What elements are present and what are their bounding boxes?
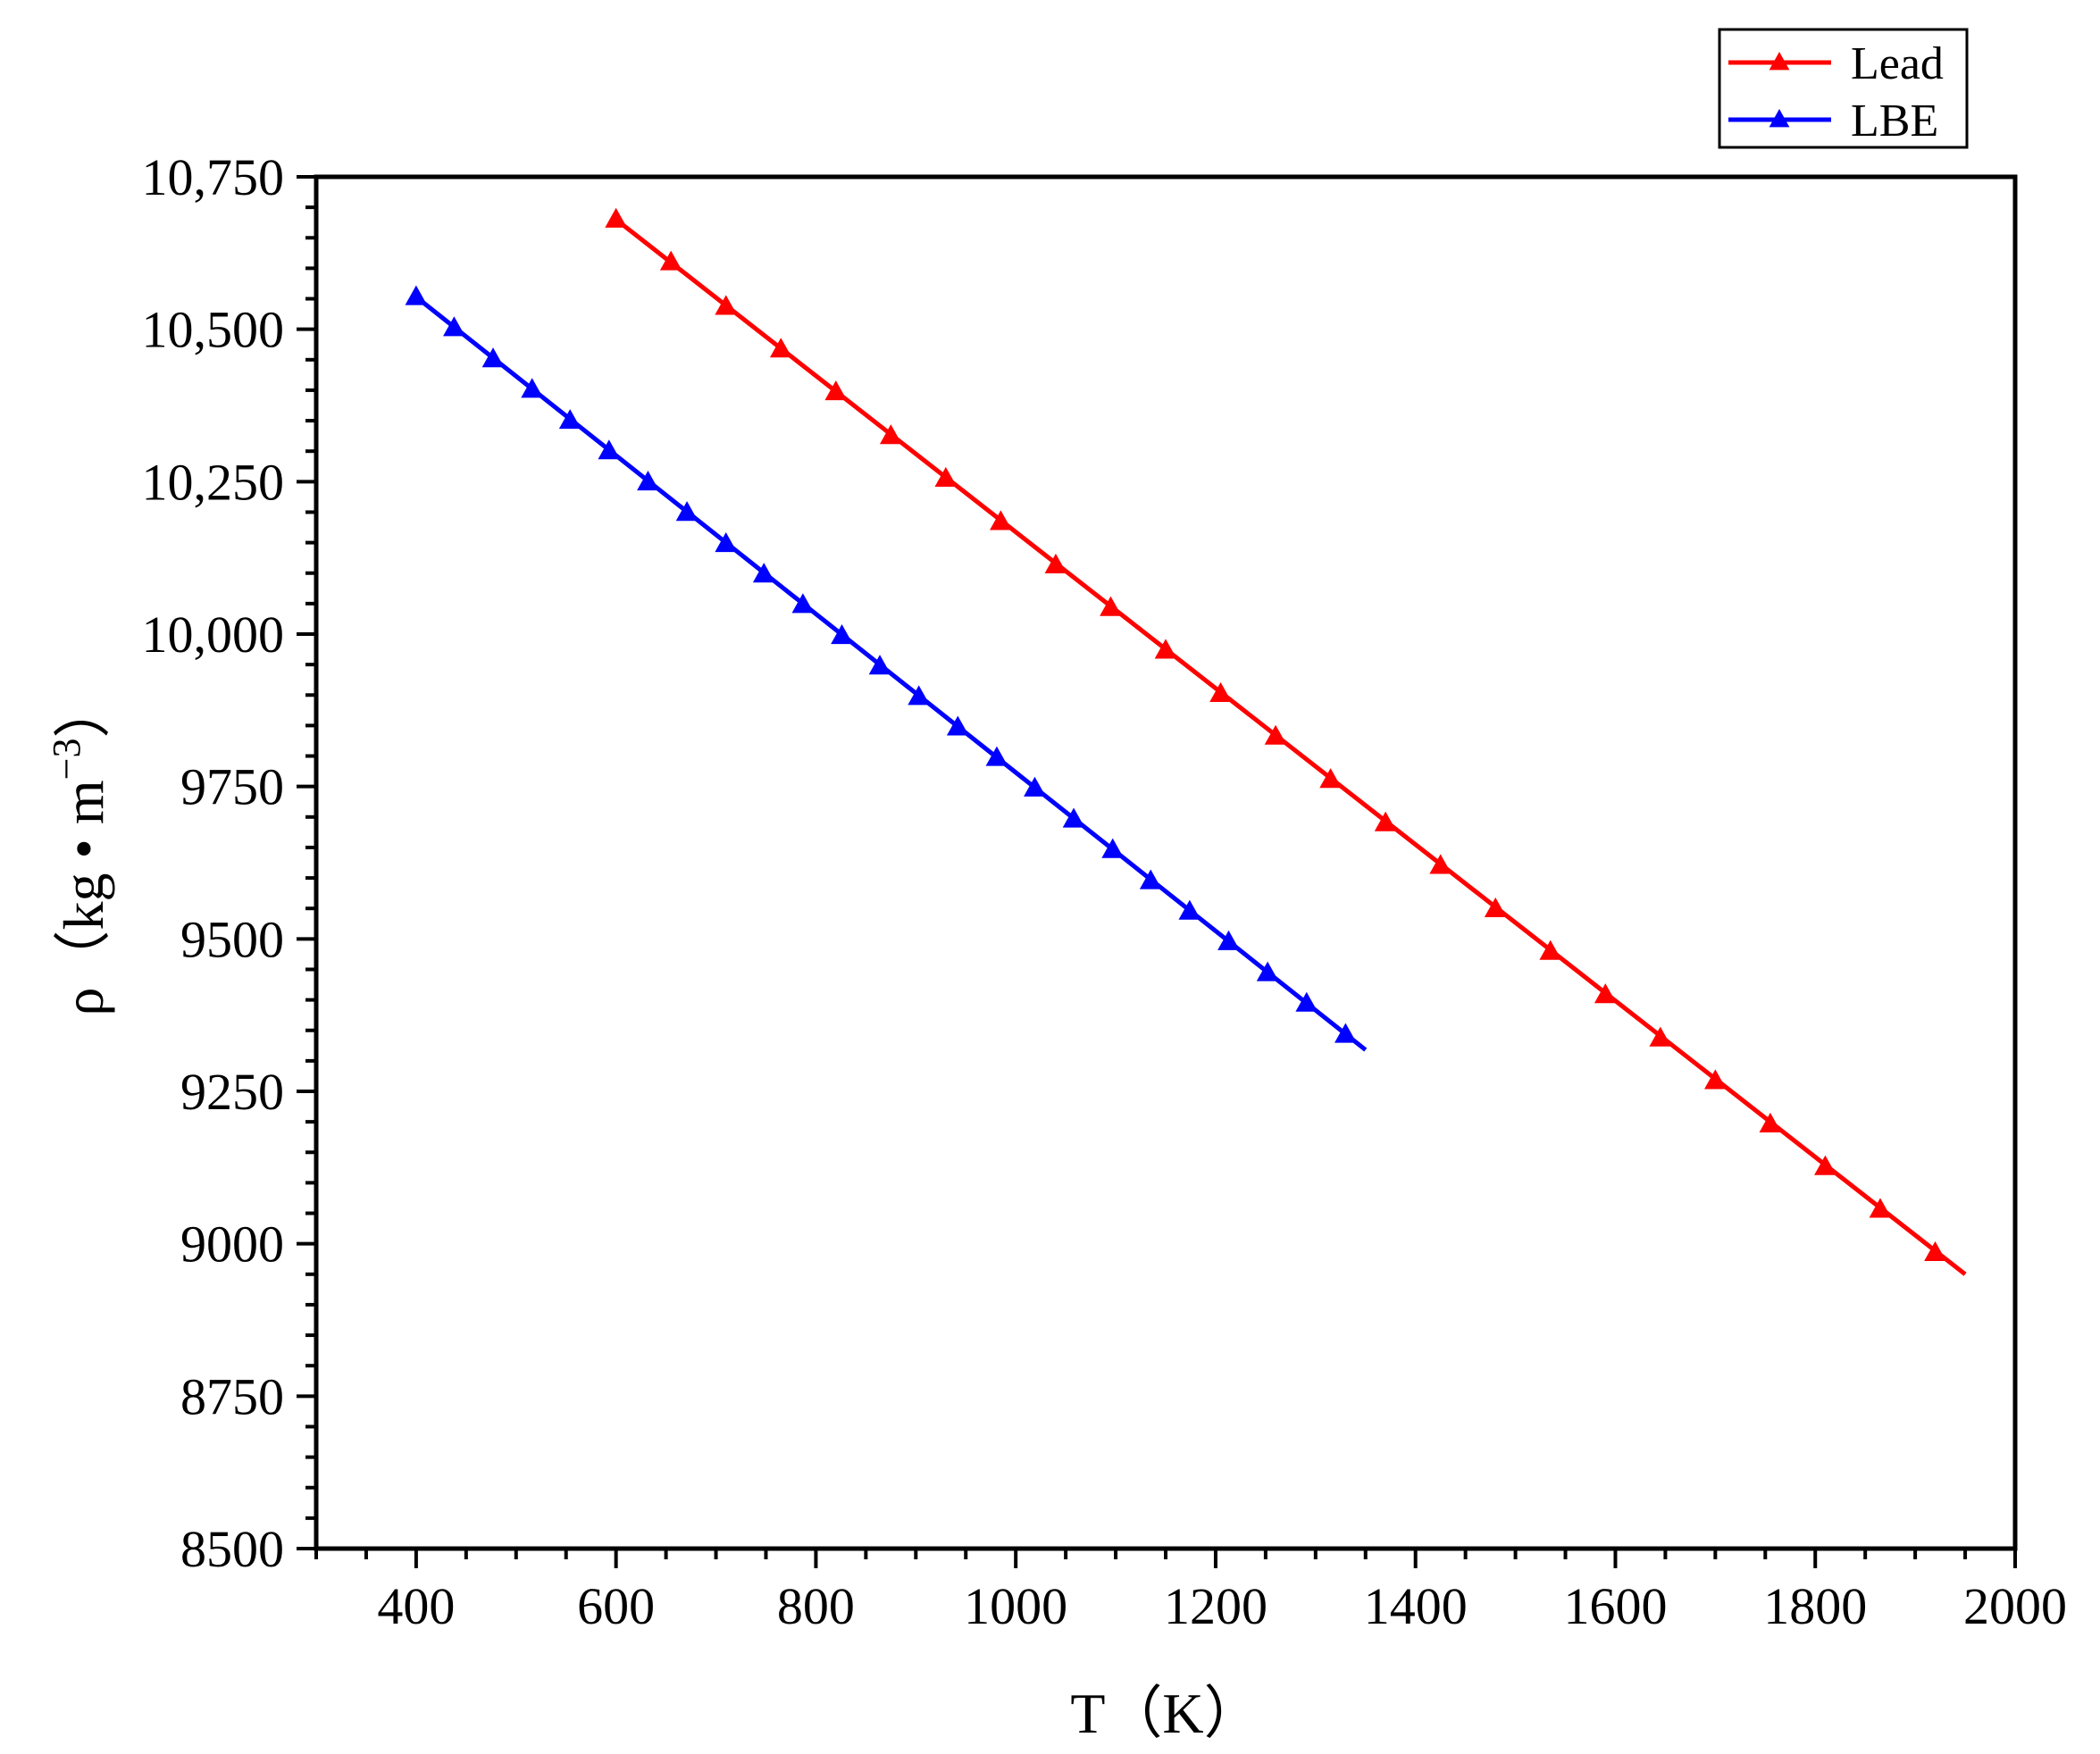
marker-lead-2 [659, 250, 682, 271]
x-tick-label: 800 [777, 1577, 855, 1635]
marker-lbe-11 [791, 593, 815, 614]
marker-lbe-7 [637, 471, 659, 491]
x-axis-title: T（K） [1070, 1682, 1260, 1745]
marker-lbe-25 [1334, 1023, 1357, 1043]
y-tick-label: 8750 [180, 1367, 284, 1425]
marker-lead-21 [1704, 1069, 1727, 1090]
x-tick-label: 400 [377, 1577, 455, 1635]
marker-lbe-1 [405, 285, 428, 305]
y-tick-label: 9500 [180, 910, 284, 968]
y-tick-label: 9000 [180, 1215, 284, 1274]
plot-layer [405, 207, 1967, 1276]
marker-lbe-4 [521, 378, 544, 398]
marker-lbe-10 [752, 563, 775, 583]
marker-lead-8 [990, 510, 1012, 530]
marker-lbe-5 [558, 409, 581, 430]
marker-lbe-20 [1139, 869, 1162, 890]
marker-lead-18 [1539, 940, 1562, 960]
x-tick-label: 1800 [1763, 1577, 1867, 1635]
marker-lbe-14 [908, 685, 931, 706]
legend-label-lbe: LBE [1851, 96, 1938, 146]
series-line-lead [615, 217, 1967, 1276]
marker-lbe-19 [1101, 838, 1125, 858]
series-line-lbe [414, 295, 1368, 1052]
marker-lead-7 [934, 466, 958, 488]
marker-lbe-17 [1024, 776, 1046, 797]
marker-lead-6 [879, 424, 902, 445]
legend-box [1718, 28, 1969, 149]
marker-lead-15 [1374, 811, 1397, 831]
x-tick-label: 1400 [1364, 1577, 1468, 1635]
marker-lbe-13 [868, 655, 891, 675]
marker-lead-23 [1814, 1155, 1836, 1175]
series-lead [605, 207, 1967, 1276]
y-tick-label: 10,500 [142, 301, 285, 359]
x-tick-label: 1600 [1563, 1577, 1667, 1635]
x-tick-label: 1200 [1164, 1577, 1268, 1635]
marker-lead-11 [1154, 639, 1177, 659]
marker-lead-13 [1264, 724, 1287, 745]
marker-lead-4 [769, 338, 792, 358]
y-axis-title-close: ） [52, 681, 115, 739]
marker-lead-5 [824, 380, 848, 401]
marker-lead-1 [605, 207, 627, 228]
marker-lbe-18 [1062, 807, 1085, 828]
marker-lead-16 [1429, 854, 1452, 874]
marker-lead-20 [1649, 1026, 1672, 1047]
marker-lbe-12 [831, 624, 853, 645]
y-tick-label: 8500 [180, 1520, 284, 1578]
marker-lbe-15 [946, 715, 969, 736]
y-tick-label: 10,750 [142, 148, 285, 206]
marker-lead-12 [1209, 681, 1232, 703]
marker-lead-19 [1594, 983, 1617, 1004]
marker-lead-14 [1319, 768, 1342, 789]
y-tick-label: 9250 [180, 1063, 284, 1121]
legend-marker-lead [1769, 52, 1790, 71]
y-tick-label: 10,250 [142, 453, 285, 511]
marker-lbe-21 [1178, 899, 1201, 920]
y-axis-title: ρ（kg • m−3） [45, 681, 115, 1016]
marker-lbe-3 [481, 347, 505, 368]
marker-lbe-22 [1217, 930, 1240, 950]
marker-lead-22 [1759, 1112, 1782, 1132]
axis-layer: 400 600 800 1000 1200 1400 1600 1800 2000 8500 875… [45, 148, 2067, 1745]
legend-marker-lbe [1769, 109, 1790, 128]
marker-lbe-6 [598, 439, 621, 460]
marker-lbe-2 [443, 316, 465, 337]
marker-lead-25 [1924, 1240, 1946, 1262]
marker-lbe-16 [985, 746, 1008, 766]
x-tick-label: 2000 [1963, 1577, 2067, 1635]
marker-lbe-23 [1256, 961, 1279, 981]
y-tick-label: 10,000 [142, 606, 285, 664]
legend: Lead LBE [1718, 28, 1969, 149]
marker-lbe-24 [1295, 991, 1318, 1012]
marker-lead-9 [1044, 553, 1067, 573]
y-tick-label: 9750 [180, 758, 284, 816]
marker-lead-10 [1100, 596, 1122, 616]
y-axis-title-superscript: −3 [45, 739, 88, 781]
marker-lead-3 [715, 295, 738, 315]
legend-label-lead: Lead [1851, 38, 1944, 89]
marker-lbe-8 [675, 501, 699, 522]
series-lbe [405, 285, 1368, 1052]
x-tick-label: 600 [577, 1577, 655, 1635]
marker-lead-24 [1869, 1198, 1892, 1218]
y-axis-title-main: ρ（kg • m [52, 780, 115, 1015]
plot-frame [314, 174, 2018, 1551]
x-tick-label: 1000 [964, 1577, 1067, 1635]
marker-lbe-9 [715, 531, 738, 553]
marker-lead-17 [1484, 897, 1507, 917]
